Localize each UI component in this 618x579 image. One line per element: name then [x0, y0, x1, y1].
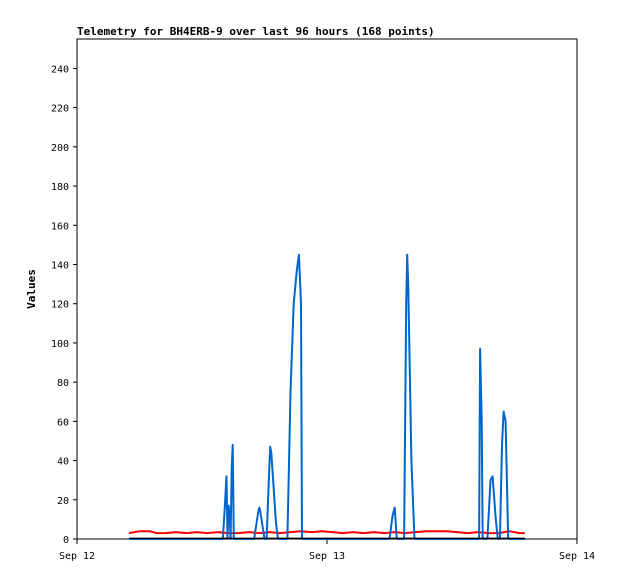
y-tick-label: 20: [57, 496, 69, 507]
chart-title: Telemetry for BH4ERB-9 over last 96 hour…: [77, 25, 435, 38]
series-layer: [128, 253, 525, 540]
y-tick-label: 180: [51, 182, 69, 193]
x-tick-label: Sep 13: [309, 551, 345, 562]
y-tick-label: 160: [51, 221, 69, 232]
y-axis-ticks: 0 20 40 60 80 100 120 140 160 180 200 220 240: [51, 64, 77, 546]
y-tick-label: 200: [51, 143, 69, 154]
y-tick-label: 240: [51, 64, 69, 75]
x-tick-label: Sep 14: [559, 551, 595, 562]
y-tick-label: 100: [51, 339, 69, 350]
y-tick-label: 80: [57, 378, 69, 389]
x-axis-ticks: Sep 12 Sep 13 Sep 14: [59, 539, 595, 562]
y-tick-label: 120: [51, 300, 69, 311]
y-tick-label: 220: [51, 104, 69, 115]
y-tick-label: 40: [57, 457, 69, 468]
x-tick-label: Sep 12: [59, 551, 95, 562]
y-axis-label: Values: [25, 269, 38, 309]
y-tick-label: 0: [63, 535, 69, 546]
series-line-0: [128, 530, 525, 535]
y-tick-label: 140: [51, 260, 69, 271]
y-tick-label: 60: [57, 417, 69, 428]
series-line-1: [129, 253, 525, 540]
